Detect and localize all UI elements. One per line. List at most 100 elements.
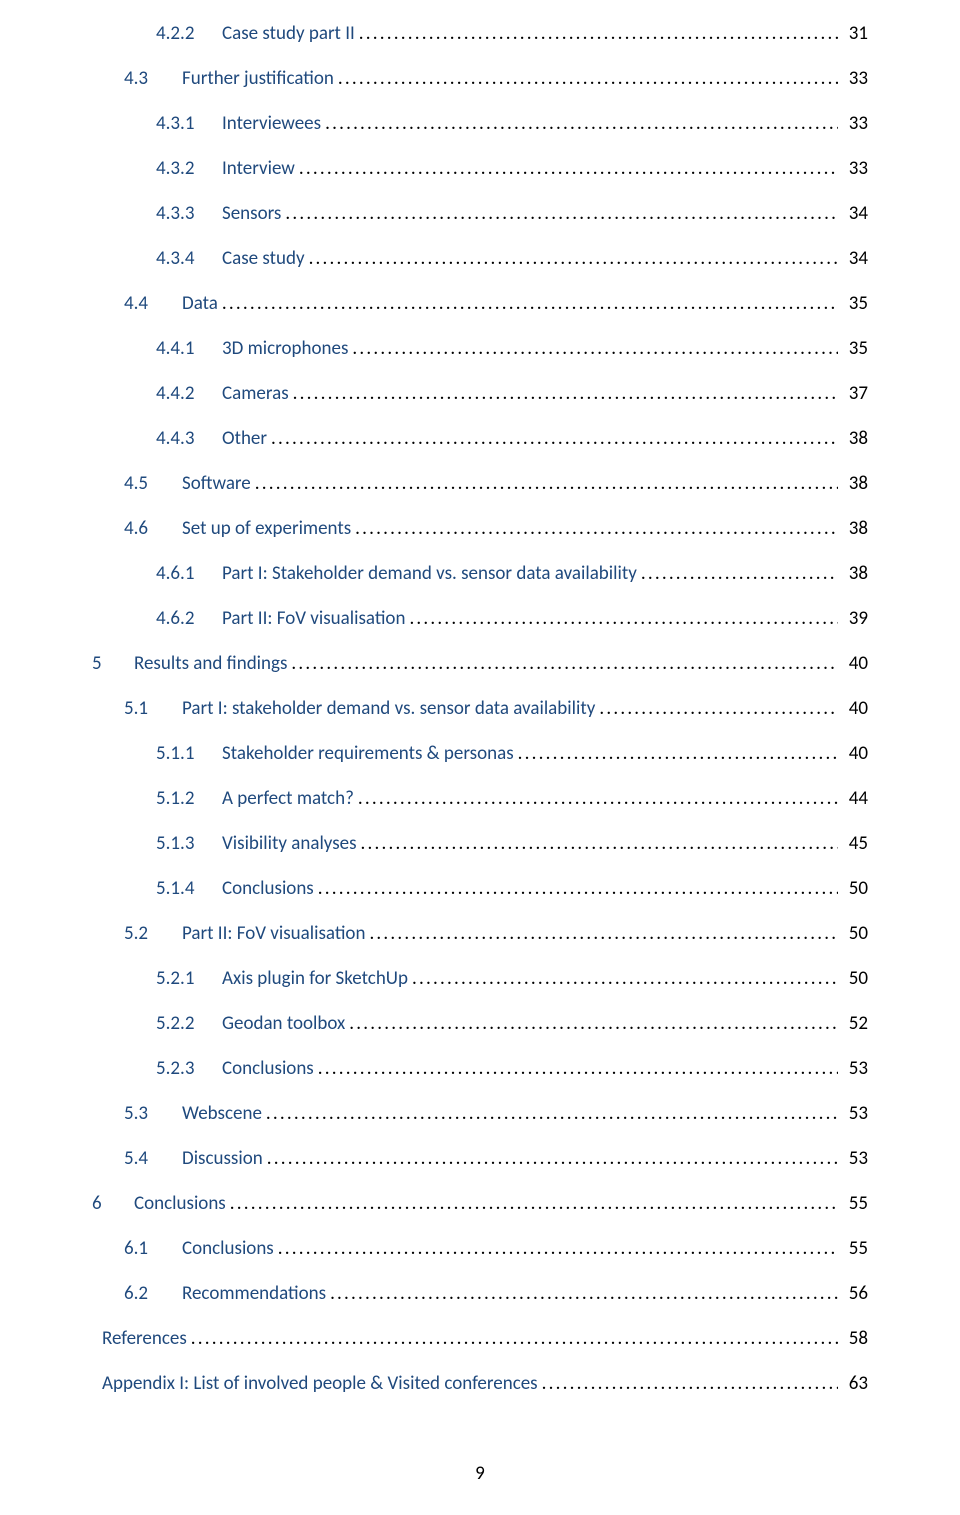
toc-entry-label: Discussion [182, 1147, 263, 1170]
toc-entry-page: 53 [842, 1102, 868, 1125]
toc-entry[interactable]: 5.3Webscene53 [124, 1102, 868, 1125]
toc-entry-label: Data [182, 292, 218, 315]
toc-entry-number: 5.3 [124, 1102, 172, 1125]
toc-entry-number: 5.1 [124, 697, 172, 720]
toc-leader-dots [255, 472, 838, 495]
toc-entry-page: 40 [842, 652, 868, 675]
toc-entry[interactable]: 4.3Further justification33 [124, 67, 868, 90]
toc-entry-number: 4.6.2 [156, 607, 212, 630]
toc-entry-label: Results and findings [134, 652, 287, 675]
toc-entry-page: 50 [842, 877, 868, 900]
toc-entry[interactable]: References58 [92, 1327, 868, 1350]
toc-entry[interactable]: 5.1.1Stakeholder requirements & personas… [156, 742, 868, 765]
toc-leader-dots [518, 742, 838, 765]
toc-entry[interactable]: 5.2.3Conclusions53 [156, 1057, 868, 1080]
toc-entry-page: 50 [842, 967, 868, 990]
toc-entry-label: 3D microphones [222, 337, 348, 360]
toc-entry-number: 4.4.2 [156, 382, 212, 405]
toc-leader-dots [542, 1372, 838, 1395]
toc-leader-dots [318, 877, 838, 900]
toc-entry[interactable]: 5.1.2A perfect match?44 [156, 787, 868, 810]
toc-entry[interactable]: 4.3.2Interview33 [156, 157, 868, 180]
toc-leader-dots [318, 1057, 838, 1080]
toc-entry[interactable]: 5.1.4Conclusions50 [156, 877, 868, 900]
toc-entry[interactable]: 4.6.1Part I: Stakeholder demand vs. sens… [156, 562, 868, 585]
toc-entry-label: Geodan toolbox [222, 1012, 345, 1035]
toc-entry-number: 4.3.3 [156, 202, 212, 225]
toc-leader-dots [358, 787, 838, 810]
toc-entry[interactable]: 4.3.4Case study34 [156, 247, 868, 270]
toc-entry-page: 53 [842, 1057, 868, 1080]
toc-entry[interactable]: 5.1 Part I: stakeholder demand vs. sensor… [124, 697, 868, 720]
toc-entry[interactable]: 6.1Conclusions55 [124, 1237, 868, 1260]
toc-entry-number: 4.5 [124, 472, 172, 495]
toc-leader-dots [293, 382, 838, 405]
toc-entry-label: Part I: Stakeholder demand vs. sensor da… [222, 562, 637, 585]
toc-leader-dots [222, 292, 838, 315]
toc-entry[interactable]: 5.2.2 Geodan toolbox 52 [156, 1012, 868, 1035]
toc-entry[interactable]: 4.2.2Case study part II31 [156, 22, 868, 45]
toc-entry[interactable]: 6Conclusions55 [92, 1192, 868, 1215]
toc-entry-label: Part I: stakeholder demand vs. sensor da… [182, 697, 595, 720]
toc-entry[interactable]: 5 Results and findings 40 [92, 652, 868, 675]
toc-entry-page: 45 [842, 832, 868, 855]
toc-entry[interactable]: 4.6.2Part II: FoV visualisation39 [156, 607, 868, 630]
toc-entry-number: 5.1.2 [156, 787, 212, 810]
toc-leader-dots [291, 652, 838, 675]
toc-leader-dots [641, 562, 838, 585]
toc-leader-dots [325, 112, 838, 135]
toc-entry-page: 35 [842, 292, 868, 315]
toc-entry[interactable]: 4.3.3Sensors34 [156, 202, 868, 225]
toc-entry-number: 4.2.2 [156, 22, 212, 45]
toc-entry[interactable]: 6.2Recommendations56 [124, 1282, 868, 1305]
toc-entry[interactable]: 5.2Part II: FoV visualisation50 [124, 922, 868, 945]
toc-entry[interactable]: 5.1.3 Visibility analyses 45 [156, 832, 868, 855]
toc-entry[interactable]: Appendix I: List of involved people & Vi… [92, 1372, 868, 1395]
toc-entry[interactable]: 5.2.1Axis plugin for SketchUp50 [156, 967, 868, 990]
toc-entry-label: Sensors [222, 202, 281, 225]
toc-entry-number: 4.4.3 [156, 427, 212, 450]
toc-entry-page: 40 [842, 742, 868, 765]
toc-leader-dots [267, 1147, 838, 1170]
toc-entry[interactable]: 4.4.3Other38 [156, 427, 868, 450]
toc-entry-number: 5.1.3 [156, 832, 212, 855]
toc-entry-number: 4.4 [124, 292, 172, 315]
toc-entry-label: Conclusions [182, 1237, 274, 1260]
toc-entry-label: Appendix I: List of involved people & Vi… [102, 1372, 538, 1395]
toc-entry-number: 6 [92, 1192, 124, 1215]
toc-entry[interactable]: 4.5Software38 [124, 472, 868, 495]
toc-entry-page: 39 [842, 607, 868, 630]
toc-entry-page: 52 [842, 1012, 868, 1035]
toc-entry-label: Case study [222, 247, 305, 270]
toc-entry[interactable]: 5.4Discussion53 [124, 1147, 868, 1170]
toc-entry-number: 5.2.2 [156, 1012, 212, 1035]
toc-entry-label: Other [222, 427, 267, 450]
toc-entry-number: 4.3.1 [156, 112, 212, 135]
toc-entry-page: 50 [842, 922, 868, 945]
toc-entry-number: 5 [92, 652, 124, 675]
toc-entry-label: References [102, 1327, 187, 1350]
toc-entry-number: 6.1 [124, 1237, 172, 1260]
toc-entry-number: 4.4.1 [156, 337, 212, 360]
toc-entry-page: 44 [842, 787, 868, 810]
toc-entry[interactable]: 4.4 Data 35 [124, 292, 868, 315]
toc-entry[interactable]: 4.3.1Interviewees33 [156, 112, 868, 135]
toc-leader-dots [309, 247, 838, 270]
toc-leader-dots [349, 1012, 838, 1035]
toc-entry-page: 38 [842, 472, 868, 495]
toc-entry[interactable]: 4.6Set up of experiments38 [124, 517, 868, 540]
toc-entry-page: 63 [842, 1372, 868, 1395]
toc-entry-number: 5.1.1 [156, 742, 212, 765]
toc-entry-number: 5.2.3 [156, 1057, 212, 1080]
toc-entry-label: Further justification [182, 67, 334, 90]
toc-entry-label: Interview [222, 157, 295, 180]
toc-entry-page: 33 [842, 112, 868, 135]
toc-leader-dots [230, 1192, 838, 1215]
toc-entry-label: Conclusions [222, 877, 314, 900]
toc-entry-number: 4.3.2 [156, 157, 212, 180]
toc-entry-page: 40 [842, 697, 868, 720]
toc-entry-label: Axis plugin for SketchUp [222, 967, 408, 990]
toc-entry-label: Visibility analyses [222, 832, 357, 855]
toc-entry[interactable]: 4.4.2Cameras37 [156, 382, 868, 405]
toc-entry[interactable]: 4.4.13D microphones35 [156, 337, 868, 360]
